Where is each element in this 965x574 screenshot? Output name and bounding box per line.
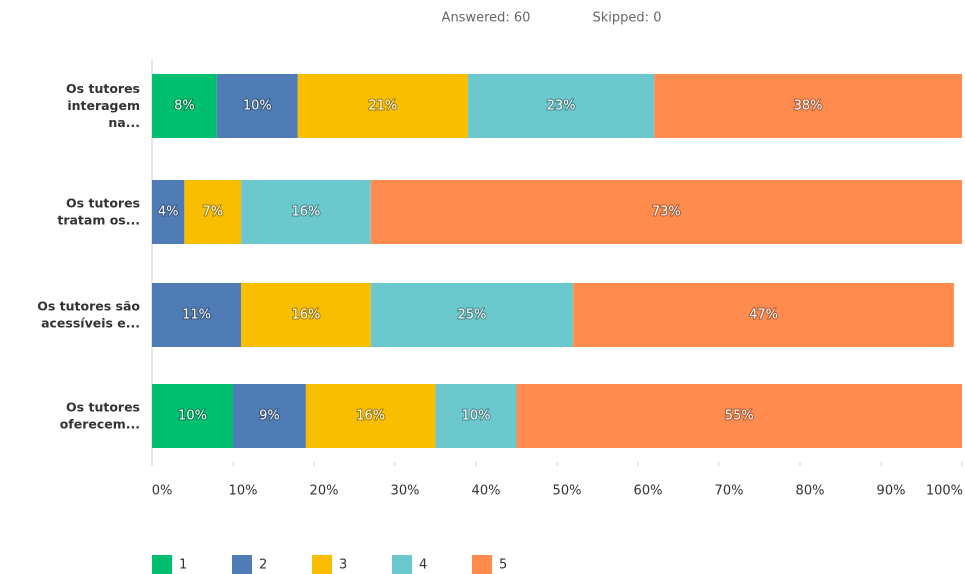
x-tick-label: 10% [229,484,258,499]
data-label: 47% [749,308,778,323]
bar-segment [573,283,954,347]
bar-segment [516,384,962,448]
skipped: Skipped: 0 [593,11,662,26]
x-tick-label: 60% [634,484,663,499]
x-tick-label: 100% [926,484,963,499]
bar-segment [152,180,185,244]
legend-label: 1 [179,558,187,573]
bar-segment [184,180,242,244]
x-tick-label: 30% [391,484,420,499]
bar-segment [435,384,517,448]
legend-swatch [472,555,492,574]
bar-segment [241,180,371,244]
x-tick-label: 50% [553,484,582,499]
data-label: 23% [547,99,576,114]
data-label: 21% [368,99,397,114]
data-label: 73% [652,205,681,220]
data-label: 8% [174,99,195,114]
x-tick-label: 80% [796,484,825,499]
answered: Answered: 60 [442,11,531,26]
x-tick-label: 70% [715,484,744,499]
bar-segment [654,74,962,138]
bar-segment [241,283,371,347]
category-label: Os tutores são acessíveis e... [37,298,140,330]
bar-segment [152,74,217,138]
bar-segment [370,180,962,244]
bar-segment [467,74,655,138]
x-tick-label: 20% [310,484,339,499]
data-label: 10% [178,409,207,424]
data-label: 16% [291,205,320,220]
data-label: 7% [202,205,223,220]
data-label: 11% [182,308,211,323]
legend-swatch [392,555,412,574]
x-tick-label: 0% [152,484,173,499]
data-label: 16% [291,308,320,323]
data-label: 16% [356,409,385,424]
bar-segment [297,74,468,138]
legend-swatch [312,555,332,574]
legend-label: 3 [339,558,347,573]
data-label: 9% [259,409,280,424]
data-label: 25% [457,308,486,323]
bar-segment [152,384,233,448]
legend-label: 5 [499,558,507,573]
legend-swatch [152,555,172,574]
x-tick-label: 90% [877,484,906,499]
category-label: Os tutores tratam os... [57,195,140,227]
legend-label: 2 [259,558,267,573]
data-label: 55% [725,409,754,424]
bar-segment [152,283,242,347]
bar-segment [370,283,574,347]
data-label: 10% [462,409,491,424]
x-tick-label: 40% [472,484,501,499]
data-label: 4% [158,205,179,220]
legend-label: 4 [419,558,427,573]
data-label: 10% [243,99,272,114]
category-label: Os tutores oferecem... [60,399,140,431]
bar-segment [305,384,436,448]
category-label: Os tutores interagem na... [66,81,140,130]
legend-swatch [232,555,252,574]
bar-segment [216,74,298,138]
bar-segment [233,384,306,448]
data-label: 38% [794,99,823,114]
